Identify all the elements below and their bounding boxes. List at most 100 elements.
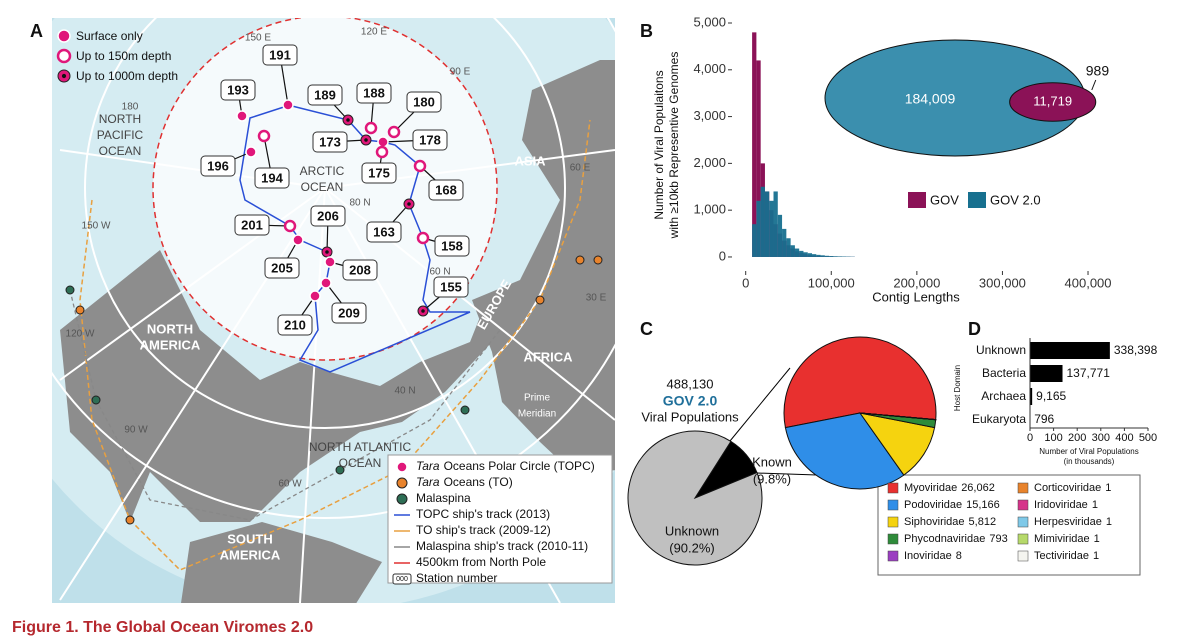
station-number: 191 [269, 47, 291, 62]
histogram-bar [816, 254, 821, 257]
grid-label: 120 W [66, 329, 95, 340]
place-label: PACIFIC [97, 128, 144, 142]
station-number: 189 [314, 87, 336, 102]
legend-italic: Tara [416, 459, 440, 473]
x-tick-label: 200 [1068, 432, 1086, 444]
legend-swatch [1017, 516, 1029, 528]
station-box [342, 259, 378, 281]
station-box [264, 257, 300, 279]
legend-swatch [968, 192, 986, 208]
station-box [307, 84, 343, 106]
venn-label: 989 [1086, 63, 1110, 79]
histogram-bar [794, 248, 800, 257]
station-marker [396, 461, 408, 473]
grid-label: 60 E [570, 163, 591, 174]
bar [1030, 342, 1110, 359]
map-legend-label: 4500km from North Pole [416, 555, 546, 569]
legend-swatch [1017, 499, 1029, 511]
place-label: ASIA [514, 153, 546, 168]
legend-value: 1 [1105, 482, 1111, 494]
value-label: 9,165 [1036, 389, 1066, 403]
station-number: 210 [284, 317, 306, 332]
value-label: 137,771 [1067, 366, 1111, 380]
station-box [312, 131, 348, 153]
legend-swatch [887, 533, 899, 545]
map-legend-label: TOPC ship's track (2013) [416, 507, 550, 521]
caption: Figure 1. The Global Ocean Viromes 2.0 [12, 619, 313, 636]
histogram-bar [764, 191, 770, 257]
place-label: Meridian [518, 409, 556, 420]
histogram-bar [833, 256, 838, 257]
station-marker [309, 290, 321, 302]
legend-name: Inoviridae [904, 550, 952, 562]
legend-marker [396, 477, 408, 489]
legend-italic: Tara [416, 475, 440, 489]
map-legend-label: TO ship's track (2009-12) [416, 523, 551, 537]
histogram-bar [786, 238, 791, 257]
station-box [200, 155, 236, 177]
station-number: 163 [373, 224, 395, 239]
venn-label: 11,719 [1033, 93, 1072, 108]
depth-legend-label: Up to 1000m depth [76, 69, 178, 83]
station-box [356, 82, 392, 104]
legend-label: GOV 2.0 [990, 192, 1041, 207]
map-legend-label: Tara Oceans Polar Circle (TOPC) [416, 459, 595, 473]
grid-label: 150 E [245, 33, 271, 44]
legend-text: Malaspina [416, 491, 471, 505]
place-label: NORTH [99, 112, 141, 126]
legend-label: Mimiviridae 1 [1034, 533, 1100, 545]
grid-label: 30 E [586, 293, 607, 304]
land [181, 522, 382, 603]
x-tick-label: 100 [1044, 432, 1062, 444]
land [472, 60, 615, 472]
histogram-bar [820, 255, 825, 257]
land [60, 250, 492, 522]
legend-label: Iridoviridae 1 [1034, 499, 1098, 511]
station-marker [257, 129, 271, 143]
latitude-line [52, 18, 615, 519]
legend-value: 8 [956, 550, 962, 562]
station-dot [65, 285, 75, 295]
station-marker-core [364, 138, 368, 142]
station-number: 208 [349, 262, 371, 277]
pie-slice [784, 412, 905, 490]
legend-value: 5,812 [969, 516, 997, 528]
station-box [406, 91, 442, 113]
station-marker-core [346, 118, 350, 122]
bar [1030, 388, 1033, 405]
place-label: AFRICA [523, 349, 573, 364]
x-tick-label: 0 [742, 275, 749, 290]
legend-value: 15,166 [966, 499, 1000, 511]
station-number: 205 [271, 260, 293, 275]
station-number: 196 [207, 158, 229, 173]
station-dot [91, 395, 101, 405]
histogram-bar [782, 228, 787, 257]
pie-slice [627, 430, 763, 566]
legend-name: Phycodnaviridae [904, 533, 985, 545]
legend-label: Phycodnaviridae 793 [904, 533, 1008, 545]
map-legend-box [387, 454, 613, 584]
legend-marker [396, 493, 408, 505]
legend-text: 4500km from North Pole [416, 555, 546, 569]
station-box [428, 179, 464, 201]
station-number: 175 [368, 165, 390, 180]
station-marker [245, 146, 257, 158]
y-axis-label: with ≥10kb Representive Genomes [667, 52, 681, 240]
histogram-bar [803, 252, 808, 257]
legend-text: Oceans Polar Circle (TOPC) [444, 459, 595, 473]
panel-label: A [30, 21, 43, 41]
grid-label: 80 N [349, 198, 370, 209]
slice-label: Unknown [665, 523, 719, 538]
slice-value-label: (90.2%) [669, 540, 715, 555]
place-label: AMERICA [140, 337, 201, 352]
y-tick-label: 0 [719, 248, 726, 263]
map-dots [65, 255, 603, 525]
station-dot [75, 305, 85, 315]
slice-value-label: (9.8%) [753, 471, 791, 486]
legend-name: Tectiviridae [1034, 550, 1089, 562]
station-marker [324, 256, 336, 268]
x-tick-label: 400,000 [1065, 275, 1112, 290]
histogram-bar [756, 200, 761, 257]
station-number: 155 [440, 279, 462, 294]
map-legend-label: Malaspina ship's track (2010-11) [416, 539, 588, 553]
